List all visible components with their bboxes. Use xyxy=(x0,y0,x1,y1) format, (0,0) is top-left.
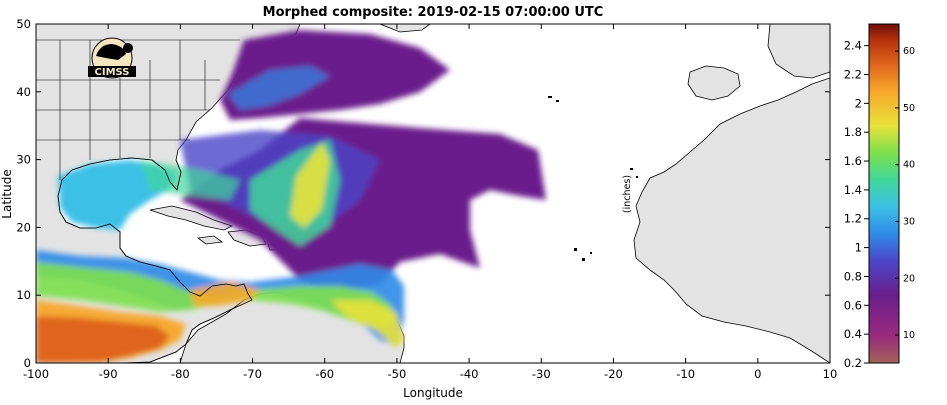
colorbar-secondary-tick-label: 60 xyxy=(903,46,915,57)
y-tick-label: 40 xyxy=(16,85,31,99)
x-tick-label: -100 xyxy=(23,367,49,381)
x-axis-ticks: -100 -90 -80 -70 -60 -50 -40 -30 -20 -10 0 10 xyxy=(23,24,837,381)
y-tick-label: 30 xyxy=(16,153,31,167)
atlantic-islands xyxy=(548,96,638,261)
cimss-logo: CIMSS xyxy=(88,37,136,79)
colorbar-label: (inches) xyxy=(622,175,633,213)
y-tick-label: 0 xyxy=(24,356,31,370)
political-borders xyxy=(36,39,240,180)
y-tick-label: 20 xyxy=(16,220,31,234)
plot-frame xyxy=(35,23,831,364)
x-tick-label: -80 xyxy=(171,367,190,381)
colorbar-tick-label: 0.2 xyxy=(844,356,862,370)
x-tick-label: -70 xyxy=(243,367,262,381)
y-tick-label: 10 xyxy=(16,288,31,302)
x-tick-label: -60 xyxy=(315,367,334,381)
colorbar-tick-label: 1.2 xyxy=(844,212,862,226)
colorbar-tick-label: 2.2 xyxy=(844,67,862,81)
precip-field xyxy=(36,30,546,363)
northern-land xyxy=(379,24,431,33)
colorbar-tick-label: 0.6 xyxy=(844,298,862,312)
colorbar-tick-label: 2 xyxy=(855,96,862,110)
europe-land xyxy=(767,24,830,79)
colorbar-tick-label: 0.4 xyxy=(844,327,862,341)
colorbar-tick-label: 1.6 xyxy=(844,154,862,168)
colorbar-secondary-tick-label: 40 xyxy=(903,160,915,171)
x-tick-label: -10 xyxy=(676,367,695,381)
x-tick-label: 10 xyxy=(823,367,838,381)
africa-land xyxy=(633,24,830,363)
colorbar-secondary-ticks: 10 20 30 40 50 60 xyxy=(895,46,915,341)
map-title: Morphed composite: 2019-02-15 07:00:00 U… xyxy=(263,5,604,20)
map-area xyxy=(36,24,830,363)
x-tick-label: -90 xyxy=(99,367,118,381)
colorbar-tick-label: 0.8 xyxy=(844,269,862,283)
y-axis-label: Latitude xyxy=(0,169,14,218)
iberia-land xyxy=(687,65,741,101)
colorbar-tick-label: 1.4 xyxy=(844,183,862,197)
y-axis-ticks: 0 10 20 30 40 50 xyxy=(16,17,830,370)
colorbar-tick-label: 1 xyxy=(855,241,862,255)
x-tick-label: -40 xyxy=(460,367,479,381)
x-tick-label: -50 xyxy=(388,367,407,381)
colorbar-secondary-tick-label: 30 xyxy=(903,216,915,227)
x-axis-label: Longitude xyxy=(403,386,463,400)
colorbar: 0.2 0.4 0.6 0.8 1 1.2 1.4 1.6 1.8 2 2.2 2.4 10 20 30 4… xyxy=(622,23,915,370)
colorbar-tick-label: 2.4 xyxy=(844,39,862,53)
colorbar-secondary-tick-label: 10 xyxy=(903,330,915,341)
colorbar-tick-label: 1.8 xyxy=(844,125,862,139)
colorbar-secondary-tick-label: 20 xyxy=(903,273,915,284)
y-tick-label: 50 xyxy=(16,17,31,31)
x-tick-label: -30 xyxy=(532,367,551,381)
colorbar-ticks: 0.2 0.4 0.6 0.8 1 1.2 1.4 1.6 1.8 2 2.2 2.4 xyxy=(844,39,869,370)
x-tick-label: 0 xyxy=(754,367,761,381)
colorbar-secondary-tick-label: 50 xyxy=(903,103,915,114)
colorbar-gradient xyxy=(868,23,900,364)
logo-text: CIMSS xyxy=(95,67,130,78)
x-tick-label: -20 xyxy=(604,367,623,381)
